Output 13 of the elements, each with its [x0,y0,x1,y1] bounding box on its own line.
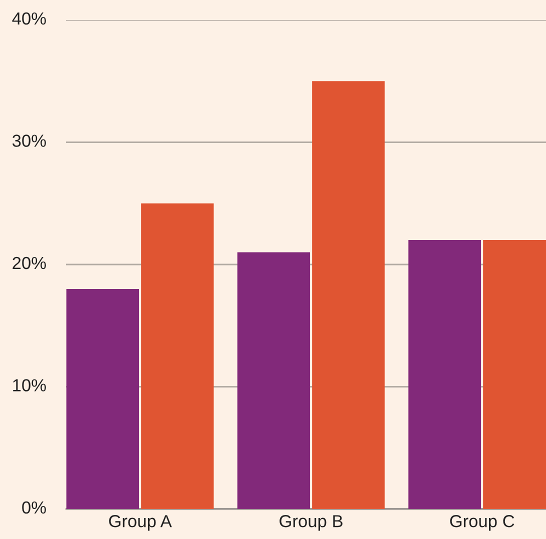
y-tick-label: 10% [13,379,46,392]
x-tick-label: Group B [280,515,342,531]
bar [237,252,310,509]
x-tick-label: Group C [450,515,514,531]
y-tick-label: 20% [12,256,46,270]
y-tick-label: 40% [12,12,46,25]
bar [408,240,482,509]
bar [66,288,140,509]
bar [141,203,214,509]
y-tick-label: 30% [12,134,46,147]
y-tick-label: 0% [22,501,46,514]
x-tick-label: Group A [109,515,172,531]
bar [312,81,385,509]
